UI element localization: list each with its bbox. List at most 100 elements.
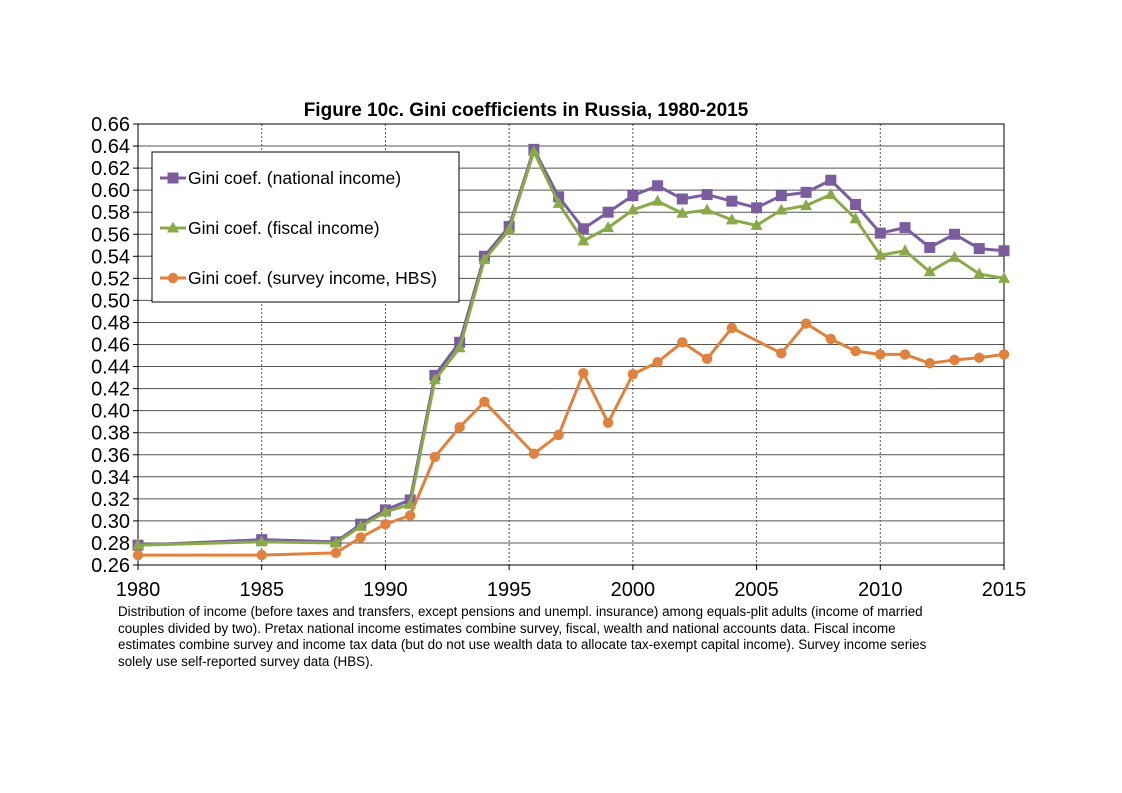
y-tick-label: 0.46 [91,335,130,357]
data-point [924,358,935,369]
y-tick-label: 0.42 [91,379,130,401]
series-2 [132,145,1010,550]
data-point [503,223,516,235]
data-point [478,253,491,265]
y-tick-label: 0.64 [91,136,130,158]
data-point [602,417,614,428]
data-point [652,180,664,192]
data-point [428,373,441,385]
y-axis-ticks: 0.260.280.300.320.340.360.380.400.420.44… [91,114,138,577]
x-tick-label: 1990 [363,579,408,600]
y-tick-label: 0.58 [91,202,130,224]
data-point [974,352,985,363]
data-point [998,349,1010,360]
data-point [429,451,441,463]
data-point [479,396,490,408]
data-point [651,194,664,206]
data-point [875,349,886,360]
data-point [825,174,837,186]
legend-marker [167,172,179,184]
x-tick-label: 2000 [611,579,656,600]
legend-marker [167,272,179,284]
data-point [750,218,763,230]
legend-label: Gini coef. (national income) [188,168,401,188]
data-point [329,536,342,548]
data-point [949,228,961,240]
data-point [899,244,912,256]
series-layer [132,143,1010,561]
y-tick-label: 0.54 [91,246,130,268]
caption-line: solely use self-reported survey data (HB… [118,653,374,669]
data-point [677,337,688,348]
plot-area-border [137,123,1005,566]
y-tick-label: 0.52 [91,268,130,290]
data-point [874,248,887,260]
data-point [602,206,614,218]
legend: Gini coef. (national income) Gini coef. (… [151,151,460,303]
y-tick-label: 0.26 [91,555,130,577]
legend-item: Gini coef. (fiscal income) [160,218,380,238]
y-tick-label: 0.44 [91,357,130,379]
y-tick-label: 0.28 [91,533,130,555]
data-point [528,448,540,459]
data-point [355,532,366,543]
data-point [725,213,738,225]
legend-item: Gini coef. (survey income, HBS) [160,268,437,288]
x-tick-label: 1995 [487,579,532,600]
legend-item: Gini coef. (national income) [160,168,401,188]
y-tick-label: 0.36 [91,445,130,467]
data-point [552,196,565,208]
data-point [800,318,812,329]
grid [138,123,1004,566]
data-point [923,265,936,277]
y-tick-label: 0.48 [91,312,130,334]
caption-line: couples divided by two). Pretax national… [118,620,896,636]
x-axis-ticks: 1980 1985 1990 1995 2000 2005 2010 2015 [116,565,1026,600]
data-point [973,267,986,279]
data-point [578,367,589,379]
x-tick-label: 2005 [734,579,779,600]
data-point [626,203,639,215]
data-point [676,193,688,205]
y-tick-label: 0.66 [91,114,130,136]
data-point [775,203,788,215]
data-point [949,354,960,366]
data-point [775,190,787,202]
data-point [553,429,564,441]
data-point [726,322,738,334]
data-point [998,245,1010,257]
x-tick-label: 1980 [116,579,161,600]
data-point [825,333,836,345]
legend-marker [167,221,179,233]
x-tick-label: 2010 [858,579,903,600]
data-point [849,212,862,224]
data-point [850,198,862,210]
data-point [627,369,639,380]
y-tick-label: 0.40 [91,401,130,423]
y-tick-label: 0.50 [91,290,130,312]
legend-label: Gini coef. (fiscal income) [188,218,380,238]
y-tick-label: 0.32 [91,489,130,511]
data-point [800,186,812,198]
caption-line: estimates combine survey and income tax … [118,637,927,652]
data-point [800,199,813,211]
y-tick-label: 0.56 [91,224,130,246]
data-point [602,221,615,233]
data-point [380,519,391,530]
data-point [132,549,144,561]
data-point [776,348,787,359]
data-point [330,547,342,559]
data-point [132,538,144,550]
data-point [255,535,268,547]
data-point [454,421,465,433]
data-point [874,227,886,239]
data-point [701,203,714,215]
data-point [899,349,911,360]
data-point [751,202,763,214]
data-point [850,345,861,357]
data-point [824,188,837,200]
data-point [924,241,936,253]
y-tick-label: 0.60 [91,180,130,202]
data-point [577,234,590,246]
y-tick-label: 0.38 [91,423,130,445]
